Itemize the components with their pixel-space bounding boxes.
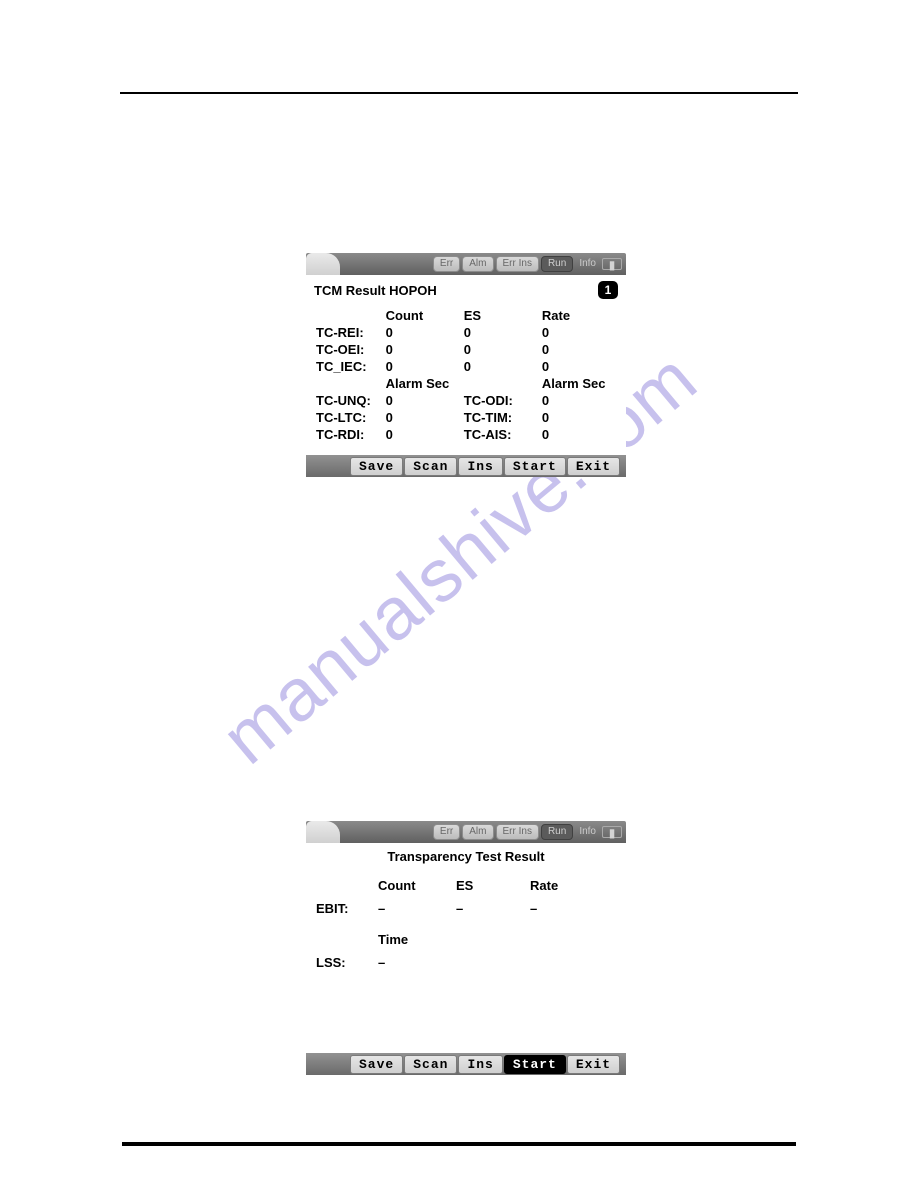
ins-button[interactable]: Ins <box>458 1055 502 1074</box>
row-val: 0 <box>384 324 462 341</box>
top-rule <box>120 92 798 94</box>
tab-alm[interactable]: Alm <box>462 256 493 272</box>
battery-icon: ▮ <box>602 258 622 270</box>
row-val: 0 <box>540 341 618 358</box>
scan-button[interactable]: Scan <box>404 457 457 476</box>
tab-err-ins[interactable]: Err Ins <box>496 824 539 840</box>
row-val: 0 <box>540 392 618 409</box>
row-label: TC-RDI: <box>314 426 384 443</box>
exit-button[interactable]: Exit <box>567 1055 620 1074</box>
tcm-result-panel: Err Alm Err Ins Run Info ▮ TCM Result HO… <box>306 253 626 477</box>
ebit-count: – <box>378 901 456 916</box>
row-label: TC-AIS: <box>462 426 540 443</box>
transparency-panel: Err Alm Err Ins Run Info ▮ Transparency … <box>306 821 626 1075</box>
ebit-es: – <box>456 901 530 916</box>
row-val: 0 <box>540 409 618 426</box>
row-label: TC_IEC: <box>314 358 384 375</box>
ins-button[interactable]: Ins <box>458 457 502 476</box>
transparency-title: Transparency Test Result <box>316 849 616 864</box>
transparency-content: Transparency Test Result Count ES Rate E… <box>306 843 626 1053</box>
top-bar: Err Alm Err Ins Run Info ▮ <box>306 821 626 843</box>
ebit-rate: – <box>530 901 590 916</box>
tcm-content: TCM Result HOPOH 1 Count ES Rate TC-REI:… <box>306 275 626 455</box>
hdr-rate: Rate <box>540 307 618 324</box>
row-val: 0 <box>462 341 540 358</box>
row-val: 0 <box>462 358 540 375</box>
lss-time: – <box>378 955 456 970</box>
hdr-es: ES <box>456 878 530 893</box>
row-label: TC-UNQ: <box>314 392 384 409</box>
table-row: TC-OEI: 0 0 0 <box>314 341 618 358</box>
row-val: 0 <box>384 341 462 358</box>
hdr-alarmsec-l: Alarm Sec <box>384 375 540 392</box>
start-button[interactable]: Start <box>504 1055 566 1074</box>
bottom-bar: Save Scan Ins Start Exit <box>306 1053 626 1075</box>
save-button[interactable]: Save <box>350 1055 403 1074</box>
row-val: 0 <box>540 324 618 341</box>
row-val: 0 <box>540 358 618 375</box>
row-label: TC-REI: <box>314 324 384 341</box>
tab-notch <box>306 253 340 275</box>
row-label: TC-ODI: <box>462 392 540 409</box>
tab-err[interactable]: Err <box>433 824 460 840</box>
hdr-rate: Rate <box>530 878 590 893</box>
row-label: TC-OEI: <box>314 341 384 358</box>
tab-err[interactable]: Err <box>433 256 460 272</box>
hdr-time: Time <box>378 932 456 947</box>
hdr-alarmsec-r: Alarm Sec <box>540 375 618 392</box>
table-row: TC-UNQ: 0 TC-ODI: 0 <box>314 392 618 409</box>
start-button[interactable]: Start <box>504 457 566 476</box>
table-row: TC_IEC: 0 0 0 <box>314 358 618 375</box>
battery-icon: ▮ <box>602 826 622 838</box>
lss-label: LSS: <box>316 955 378 970</box>
row-val: 0 <box>384 409 462 426</box>
hdr-es: ES <box>462 307 540 324</box>
table-row: TC-RDI: 0 TC-AIS: 0 <box>314 426 618 443</box>
tab-run[interactable]: Run <box>541 824 573 840</box>
top-bar: Err Alm Err Ins Run Info ▮ <box>306 253 626 275</box>
tab-run[interactable]: Run <box>541 256 573 272</box>
hdr-count: Count <box>384 307 462 324</box>
ebit-label: EBIT: <box>316 901 378 916</box>
tab-err-ins[interactable]: Err Ins <box>496 256 539 272</box>
tab-alm[interactable]: Alm <box>462 824 493 840</box>
bottom-rule <box>122 1142 796 1146</box>
table-row: TC-LTC: 0 TC-TIM: 0 <box>314 409 618 426</box>
row-label: TC-LTC: <box>314 409 384 426</box>
tcm-title: TCM Result HOPOH <box>314 283 437 298</box>
row-val: 0 <box>384 358 462 375</box>
row-val: 0 <box>540 426 618 443</box>
tcm-table: Count ES Rate TC-REI: 0 0 0 TC-OEI: 0 0 … <box>314 307 618 443</box>
row-label: TC-TIM: <box>462 409 540 426</box>
page-badge: 1 <box>598 281 618 299</box>
scan-button[interactable]: Scan <box>404 1055 457 1074</box>
tab-notch <box>306 821 340 843</box>
hdr-count: Count <box>378 878 456 893</box>
row-val: 0 <box>462 324 540 341</box>
table-row: TC-REI: 0 0 0 <box>314 324 618 341</box>
row-val: 0 <box>384 426 462 443</box>
exit-button[interactable]: Exit <box>567 457 620 476</box>
row-val: 0 <box>384 392 462 409</box>
tab-info[interactable]: Info <box>575 257 600 271</box>
bottom-bar: Save Scan Ins Start Exit <box>306 455 626 477</box>
tab-info[interactable]: Info <box>575 825 600 839</box>
save-button[interactable]: Save <box>350 457 403 476</box>
